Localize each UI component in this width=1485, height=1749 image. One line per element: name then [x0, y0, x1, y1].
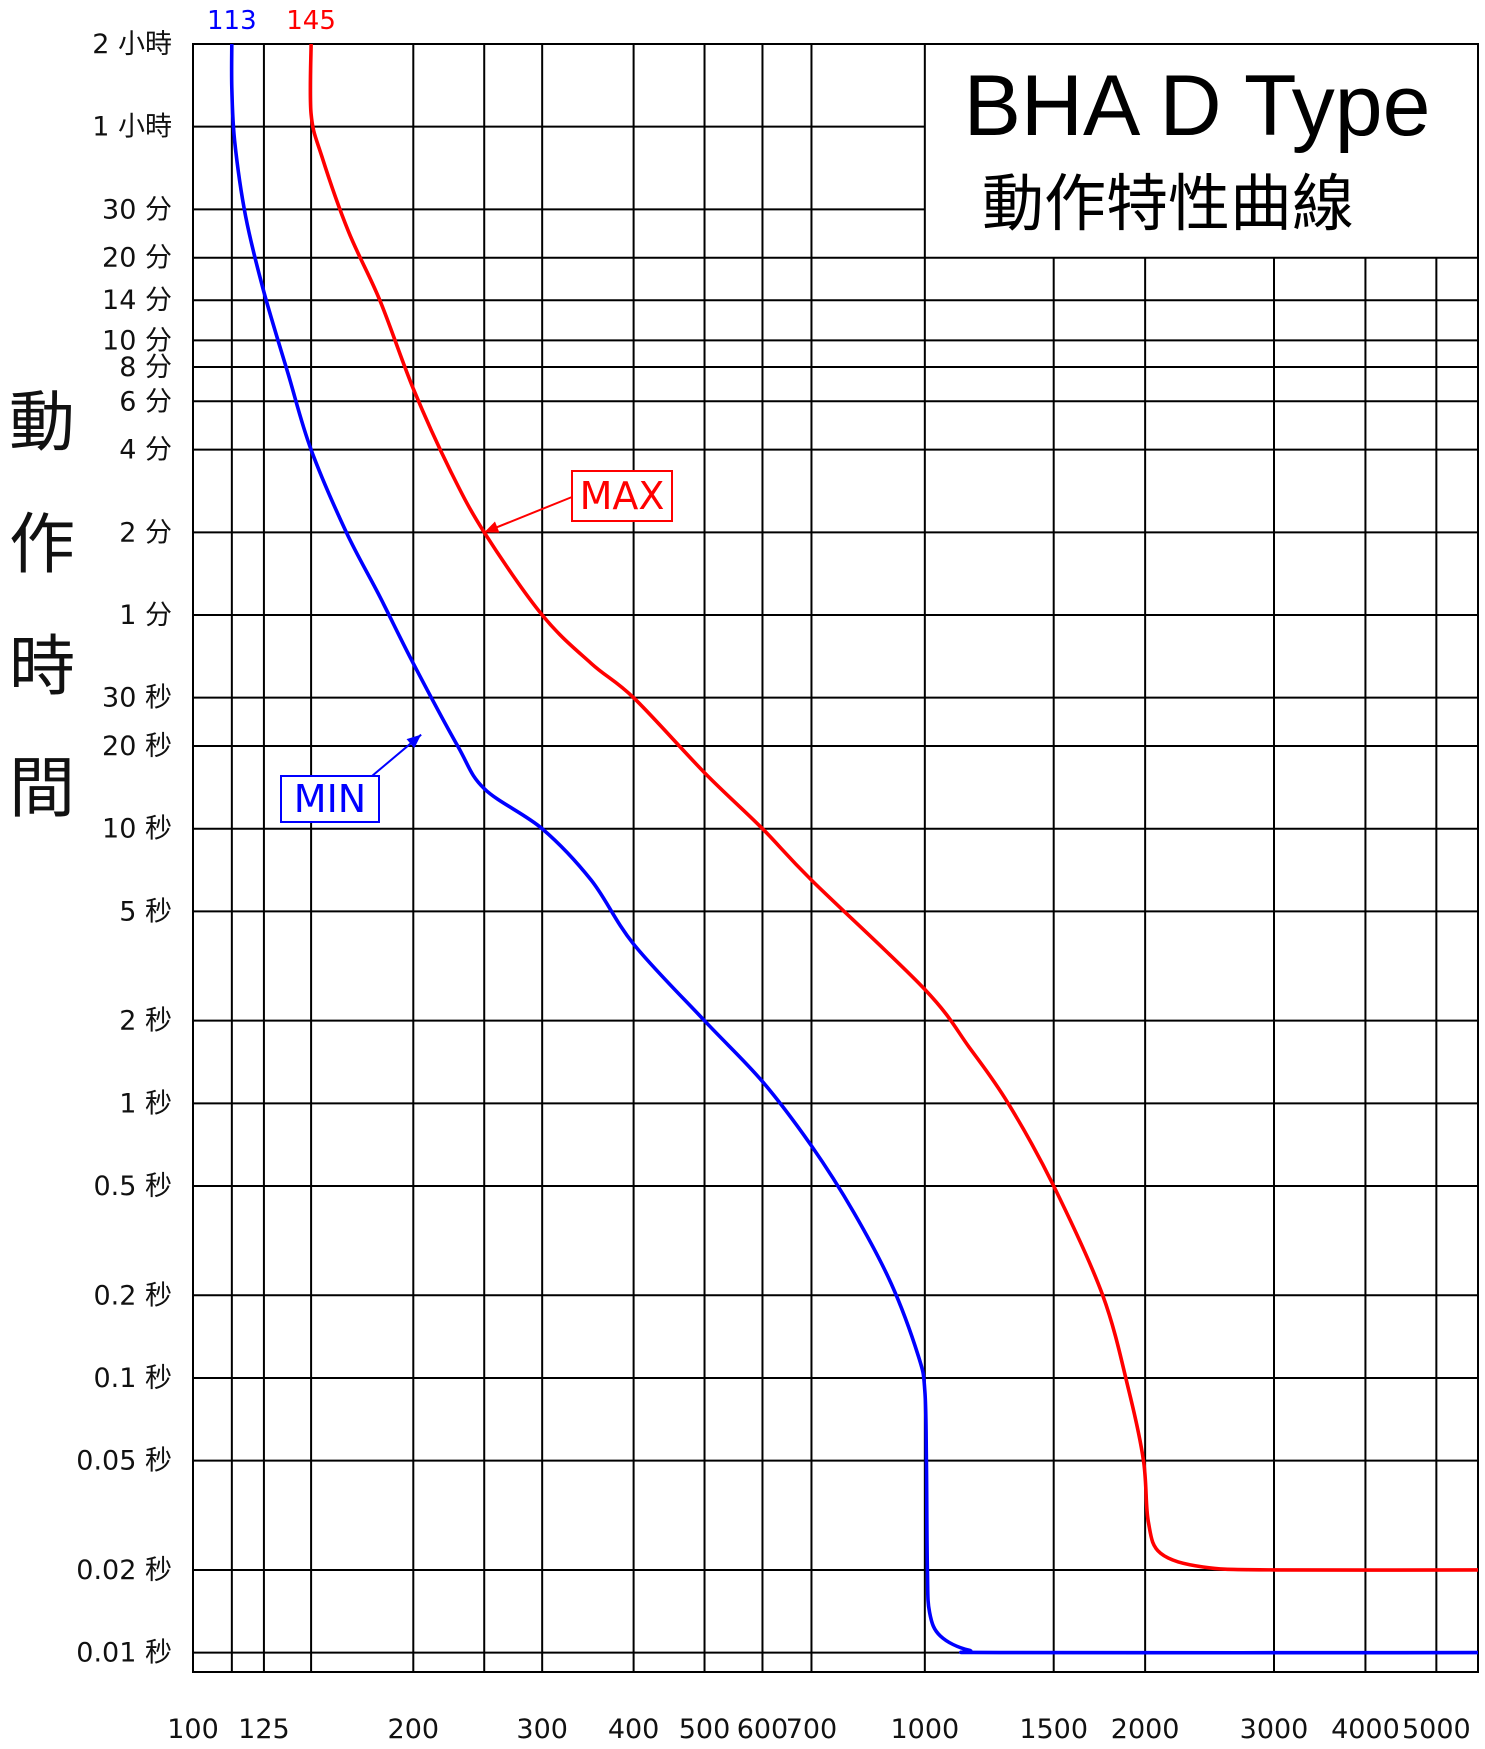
x-tick-label: 3000 [1240, 1714, 1309, 1745]
annotation-label: MIN [294, 777, 366, 821]
y-tick-label: 30 分 [102, 194, 172, 225]
x-tick-label: 200 [388, 1714, 440, 1745]
series-start-label: 145 [286, 6, 336, 36]
y-tick-label: 30 秒 [102, 683, 172, 714]
x-tick-label: 1000 [890, 1714, 959, 1745]
x-tick-label: 100 [167, 1714, 219, 1745]
y-tick-label: 0.02 秒 [76, 1555, 172, 1586]
y-tick-label: 10 秒 [102, 814, 172, 845]
y-tick-label: 20 分 [102, 243, 172, 274]
chart-title: BHA D Type [964, 58, 1431, 154]
grid-lines [192, 43, 1479, 1673]
x-tick-label: 1500 [1019, 1714, 1088, 1745]
y-tick-label: 14 分 [102, 285, 172, 316]
y-tick-label: 1 分 [119, 600, 172, 631]
annotation-box [280, 775, 380, 823]
x-tick-label: 125 [238, 1714, 290, 1745]
x-tick-label: 500 [679, 1714, 731, 1745]
curves: 145 113 [207, 6, 1479, 1655]
y-tick-label: 20 秒 [102, 731, 172, 762]
y-axis-label-char: 間 [9, 750, 75, 827]
y-tick-label: 2 分 [119, 517, 172, 548]
x-tick-label: 2000 [1111, 1714, 1180, 1745]
annotation-arrowhead [406, 734, 422, 749]
series-line-max [308, 43, 1479, 1572]
annotation-arrowhead [484, 521, 500, 533]
annotation-min: MIN [280, 733, 422, 823]
chart-subtitle: 動作特性曲線 [982, 167, 1354, 240]
annotations: MAX MIN [280, 470, 673, 823]
annotation-arrow [483, 496, 573, 534]
y-tick-label: 8 分 [119, 352, 172, 383]
x-tick-label: 400 [608, 1714, 660, 1745]
y-tick-label: 0.01 秒 [76, 1638, 172, 1669]
annotation-max: MAX [483, 470, 673, 534]
plot-frame [192, 43, 1479, 1673]
annotation-label: MAX [580, 474, 665, 518]
y-axis-label-char: 時 [9, 628, 75, 705]
y-tick-label: 0.2 秒 [93, 1280, 172, 1311]
y-tick-label: 0.5 秒 [93, 1171, 172, 1202]
y-axis-label-char: 作 [9, 506, 75, 583]
x-tick-label: 4000 [1331, 1714, 1400, 1745]
y-tick-label: 2 小時 [92, 29, 172, 60]
annotation-box [571, 470, 673, 522]
title-box: BHA D Type 動作特性曲線 [964, 58, 1431, 240]
x-tick-label: 5000 [1402, 1714, 1471, 1745]
y-tick-label: 0.1 秒 [93, 1363, 172, 1394]
y-axis-label-char: 動 [9, 384, 75, 461]
series-line-min [229, 43, 1479, 1655]
y-tick-label: 4 分 [119, 435, 172, 466]
series-start-label: 113 [207, 6, 257, 36]
y-tick-label: 5 秒 [119, 896, 172, 927]
x-tick-label: 700 [786, 1714, 838, 1745]
y-tick-labels: 2 小時 1 小時 30 分 20 分 14 分 10 分8 分6 分 4 分 2 分 1 分 3… [76, 29, 172, 1669]
x-tick-label: 300 [516, 1714, 568, 1745]
y-tick-label: 2 秒 [119, 1006, 172, 1037]
y-tick-label: 0.05 秒 [76, 1446, 172, 1477]
y-tick-label: 1 小時 [92, 112, 172, 143]
y-tick-label: 10 分 [102, 325, 172, 356]
y-tick-label: 6 分 [119, 386, 172, 417]
x-tick-label: 600 [737, 1714, 789, 1745]
y-tick-label: 1 秒 [119, 1088, 172, 1119]
